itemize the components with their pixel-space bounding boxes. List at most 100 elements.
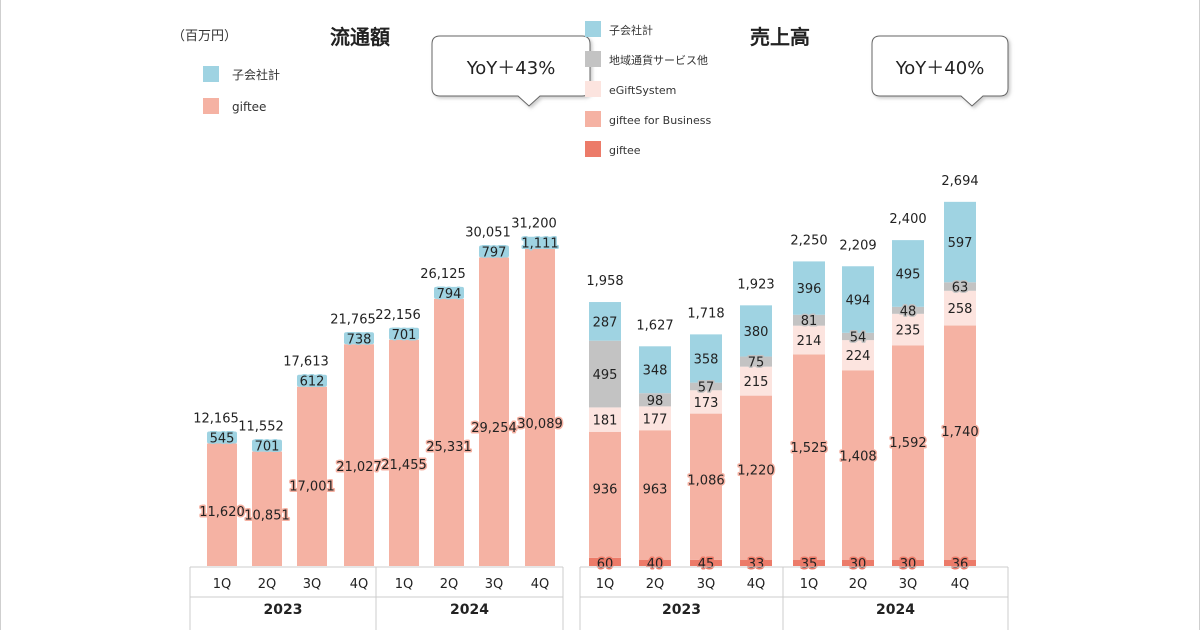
gmv-bar-subsidiary [207,431,237,444]
legend-swatch-gmv-giftee [203,98,219,114]
gmv-tick-label: 1Q [213,577,232,592]
gmv-tick-label: 2Q [440,577,459,592]
revenue-bar-subsidiary [793,261,825,315]
gmv-group-label: 2023 [264,602,303,618]
revenue-bar-regional [793,314,825,326]
gmv-tick-label: 1Q [395,577,414,592]
revenue-value-label-subsidiary: 597 [948,236,973,251]
legend-label-rev-subsidiary: 子会社計 [609,23,653,37]
revenue-legend: 子会社計 地域通貨サービス他 eGiftSystem giftee for Bu… [585,21,711,157]
unit-label: （百万円） [172,29,237,44]
revenue-bar-giftee [589,557,621,566]
revenue-bar-giftee [740,560,772,566]
revenue-total-label: 2,250 [790,233,827,248]
revenue-total-label: 1,718 [687,306,724,321]
revenue-bar-regional [639,393,671,407]
revenue-plot-area: 60 936 181 495 287 1,958 40 963 177 98 348 1,627 45 1… [579,174,1009,630]
revenue-bar-regional [842,332,874,341]
revenue-bar-subsidiary [892,240,924,307]
revenue-bar-business [589,431,621,558]
revenue-bar-egift [944,290,976,326]
revenue-value-label-giftee: 33 [748,557,765,572]
gmv-value-label-subsidiary: 701 [392,328,417,343]
revenue-tick-label: 1Q [800,577,819,592]
gmv-bar-giftee [389,339,419,566]
revenue-value-label-subsidiary: 380 [744,325,769,340]
revenue-value-label-egift: 214 [797,334,822,349]
revenue-bar-regional [589,340,621,408]
revenue-value-label-giftee: 36 [952,557,969,572]
gmv-value-label-giftee: 10,851 [244,509,290,524]
gmv-bar-giftee [434,298,464,566]
revenue-value-label-subsidiary: 358 [694,352,719,367]
revenue-value-label-regional: 63 [952,281,969,296]
legend-swatch-rev-giftee [585,141,601,157]
revenue-value-label-subsidiary: 396 [797,282,822,297]
legend-swatch-gmv-subsidiary [203,66,219,82]
revenue-value-label-subsidiary: 287 [593,315,618,330]
revenue-value-label-business: 1,220 [737,464,774,479]
revenue-bar-giftee [690,559,722,566]
revenue-tick-label: 2Q [646,577,665,592]
revenue-bar-egift [639,406,671,431]
revenue-value-label-business: 1,525 [790,441,827,456]
gmv-value-label-subsidiary: 701 [255,440,280,455]
legend-label-rev-business: giftee for Business [609,114,711,127]
revenue-value-label-egift: 215 [744,375,769,390]
gmv-total-label: 21,765 [330,312,376,327]
gmv-plot-area: 545 11,620 12,165 701 10,851 11,552 612 17,001 1… [189,217,564,630]
gmv-legend: 子会社計 giftee [203,66,280,114]
revenue-value-label-egift: 258 [948,302,973,317]
gmv-value-label-subsidiary: 738 [347,332,372,347]
revenue-bar-business [892,345,924,560]
gmv-yoy-callout: YoY＋43% [431,35,591,107]
revenue-bar-business [842,370,874,560]
gmv-bar-subsidiary [479,245,509,258]
gmv-bar-giftee [297,386,327,566]
revenue-group-label: 2023 [662,602,701,618]
revenue-value-label-giftee: 35 [801,557,818,572]
revenue-bar-business [793,354,825,560]
revenue-value-label-business: 1,408 [839,450,876,465]
gmv-value-label-giftee: 21,027 [336,460,382,475]
legend-swatch-rev-regional [585,51,601,67]
legend-swatch-rev-business [585,111,601,127]
gmv-bar-subsidiary [525,236,555,249]
gmv-tick-label: 3Q [485,577,504,592]
revenue-total-label: 2,209 [839,238,876,253]
revenue-value-label-regional: 81 [801,314,818,329]
revenue-bar-egift [892,313,924,346]
revenue-value-label-subsidiary: 348 [643,364,668,379]
revenue-tick-label: 2Q [849,577,868,592]
revenue-value-label-giftee: 45 [698,557,715,572]
legend-label-gmv-giftee: giftee [232,100,266,114]
gmv-chart-title: 流通額 [330,25,390,49]
gmv-bar-giftee [479,257,509,566]
revenue-value-label-giftee: 60 [597,557,614,572]
revenue-bar-giftee [793,560,825,566]
gmv-bar-subsidiary [252,439,282,452]
gmv-callout-bubble [431,35,591,107]
gmv-value-label-giftee: 25,331 [426,440,472,455]
legend-label-rev-giftee: giftee [609,144,641,157]
revenue-bar-egift [690,390,722,414]
revenue-value-label-regional: 57 [698,380,715,395]
gmv-tick-label: 4Q [350,577,369,592]
gmv-total-label: 12,165 [193,411,239,426]
gmv-value-label-giftee: 17,001 [289,479,335,494]
revenue-bar-giftee [944,560,976,566]
revenue-total-label: 2,694 [941,174,978,189]
revenue-tick-label: 3Q [697,577,716,592]
revenue-value-label-business: 1,740 [941,425,978,440]
revenue-bar-subsidiary [589,302,621,341]
gmv-bar-subsidiary [389,327,419,340]
revenue-bar-regional [740,356,772,367]
revenue-bar-regional [690,382,722,391]
revenue-bar-subsidiary [639,346,671,394]
revenue-yoy-callout: YoY＋40% [871,35,1009,107]
gmv-bar-subsidiary [344,332,374,345]
legend-swatch-rev-egift [585,81,601,97]
revenue-bar-subsidiary [690,334,722,383]
gmv-value-label-subsidiary: 797 [482,246,507,261]
